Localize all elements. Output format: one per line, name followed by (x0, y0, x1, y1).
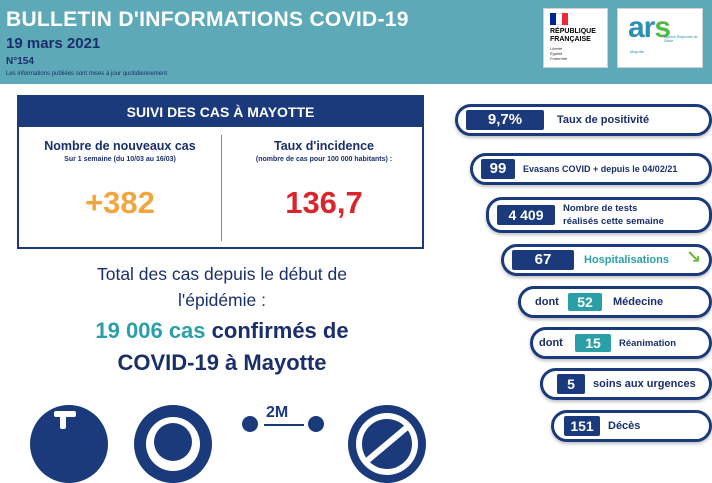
ars-region: Mayotte (630, 49, 645, 54)
total-cases-line: 19 006 cas confirmés de (27, 318, 417, 344)
total-text-line4: COVID-19 à Mayotte (117, 350, 327, 375)
positivity-value: 9,7% (466, 110, 544, 130)
person-left-icon (242, 416, 258, 432)
medecine-value: 52 (568, 293, 602, 311)
urgences-value: 5 (557, 374, 585, 394)
hospitalisations-label: Hospitalisations (584, 254, 669, 266)
incidence-title: Taux d'incidence (274, 139, 374, 153)
mask-icon (134, 405, 212, 483)
no-handshake-icon (348, 405, 426, 483)
reanimation-label: Réanimation (619, 338, 677, 349)
column-divider (221, 135, 222, 241)
total-text-line2: l'épidémie : (178, 290, 266, 310)
deces-indicator: 151 Décès (551, 410, 712, 442)
ars-subtitle: Agence Régionale de Santé (664, 35, 698, 43)
total-confirmed-text: confirmés de (205, 318, 349, 343)
trend-down-arrow-icon: ↘ (686, 247, 702, 267)
incidence-column: Taux d'incidence (nombre de cas pour 100… (223, 129, 425, 247)
deces-value: 151 (564, 416, 600, 436)
motto-line3: Fraternité (550, 56, 568, 61)
tests-label-line2: réalisés cette semaine (563, 216, 664, 227)
hospitalisations-value: 67 (512, 250, 574, 270)
tests-label-line1: Nombre de tests (563, 203, 638, 214)
evasans-value: 99 (481, 159, 515, 179)
suivi-heading: SUIVI DES CAS À MAYOTTE (19, 97, 422, 127)
distance-arrow-icon (264, 424, 304, 426)
incidence-value: 136,7 (285, 185, 363, 220)
medecine-label: Médecine (613, 296, 664, 308)
suivi-cas-panel: SUIVI DES CAS À MAYOTTE Nombre de nouvea… (17, 95, 424, 249)
positivity-label: Taux de positivité (557, 114, 650, 126)
tests-indicator: 4 409 Nombre de tests réalisés cette sem… (486, 197, 712, 233)
person-right-icon (308, 416, 324, 432)
republique-line1: RÉPUBLIQUE (550, 28, 596, 35)
reanimation-value: 15 (575, 334, 611, 352)
distance-label: 2M (266, 404, 289, 421)
bulletin-number: N°154 (6, 56, 34, 67)
handwashing-icon (30, 405, 108, 483)
tests-value: 4 409 (497, 205, 555, 225)
bulletin-title: BULLETIN D'INFORMATIONS COVID-19 (6, 8, 409, 31)
motto-line1: Liberté (550, 46, 563, 51)
ars-wordmark: ars (628, 11, 671, 44)
urgences-label: soins aux urgences (593, 378, 696, 390)
french-flag-icon (550, 13, 568, 25)
reanimation-prefix: dont (539, 337, 563, 349)
new-cases-subtitle: Sur 1 semaine (du 10/03 au 16/03) (64, 156, 176, 163)
new-cases-column: Nombre de nouveaux cas Sur 1 semaine (du… (19, 129, 221, 247)
hospitalisations-indicator: 67 Hospitalisations ↘ (501, 244, 712, 276)
positivity-indicator: 9,7% Taux de positivité (455, 104, 712, 136)
total-text-line1: Total des cas depuis le début de (96, 264, 348, 284)
header-banner: BULLETIN D'INFORMATIONS COVID-19 19 mars… (0, 0, 712, 84)
reanimation-indicator: dont 15 Réanimation (530, 327, 712, 359)
republique-francaise-logo: RÉPUBLIQUE FRANÇAISE Liberté Égalité Fra… (543, 8, 608, 68)
incidence-subtitle: (nombre de cas pour 100 000 habitants) : (255, 156, 393, 163)
medecine-prefix: dont (535, 296, 559, 308)
update-note: Les informations publiées sont mises à j… (6, 71, 168, 77)
bulletin-date: 19 mars 2021 (6, 35, 101, 52)
new-cases-value: +382 (85, 185, 155, 220)
ars-logo: ars Agence Régionale de Santé Mayotte (617, 8, 703, 68)
medecine-indicator: dont 52 Médecine (518, 286, 712, 318)
new-cases-title: Nombre de nouveaux cas (44, 139, 196, 153)
evasans-indicator: 99 Evasans COVID + depuis le 04/02/21 (470, 153, 712, 185)
social-distance-icon: 2M (242, 404, 326, 454)
republique-line2: FRANÇAISE (550, 36, 591, 43)
total-cases-count: 19 006 cas (95, 318, 206, 343)
motto-line2: Égalité (550, 51, 563, 56)
urgences-indicator: 5 soins aux urgences (540, 368, 712, 400)
evasans-label: Evasans COVID + depuis le 04/02/21 (523, 164, 678, 174)
deces-label: Décès (608, 420, 641, 432)
